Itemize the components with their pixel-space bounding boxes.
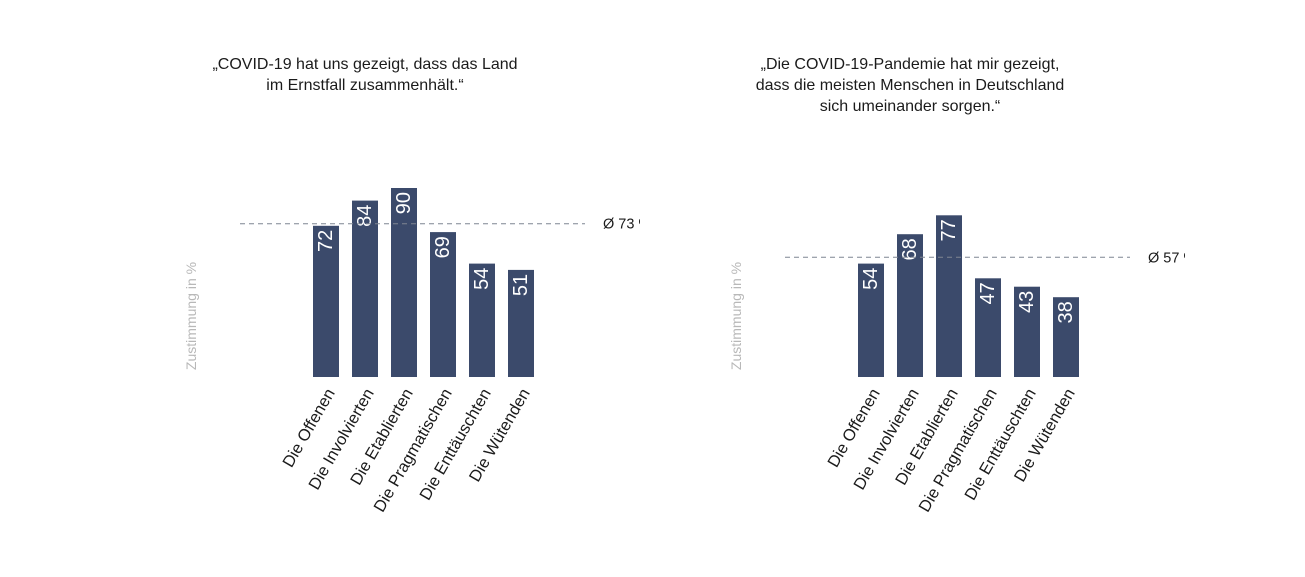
chart-panel-right: „Die COVID-19-Pandemie hat mir gezeigt, … [585,0,1185,577]
bar [508,269,534,377]
bar [469,263,495,377]
bar-value-label: 69 [432,236,454,258]
bar [858,263,884,377]
bar [1053,297,1079,377]
category-label: Die Enttäuschten [961,386,1039,504]
bar-value-label: 54 [471,268,493,290]
bar [897,234,923,377]
bar [430,232,456,377]
chart-panel-left: „COVID-19 hat uns gezeigt, dass das Land… [40,0,640,577]
chart-title-right: „Die COVID-19-Pandemie hat mir gezeigt, … [755,56,1065,115]
bar [936,215,962,377]
bar [313,225,339,377]
bar-value-label: 38 [1055,301,1077,323]
bar-value-label: 77 [938,219,960,241]
bar-value-label: 68 [899,238,921,260]
bar-value-label: 90 [393,192,415,214]
bar [975,278,1001,377]
bar [352,200,378,377]
bar-value-label: 84 [354,205,376,227]
bar [391,188,417,377]
bar-value-label: 43 [1016,291,1038,313]
bar-value-label: 54 [860,268,882,290]
bar-value-label: 51 [510,274,532,296]
chart-title-left: „COVID-19 hat uns gezeigt, dass das Land… [212,56,518,94]
y-axis-label: Zustimmung in % [728,262,744,370]
average-label: Ø 57 % [1148,250,1185,266]
y-axis-label: Zustimmung in % [183,262,199,370]
category-label: Die Enttäuschten [416,386,494,504]
bar-value-label: 47 [977,282,999,304]
average-label: Ø 73 % [603,217,640,233]
bar [1014,286,1040,377]
bar-value-label: 72 [315,230,337,252]
